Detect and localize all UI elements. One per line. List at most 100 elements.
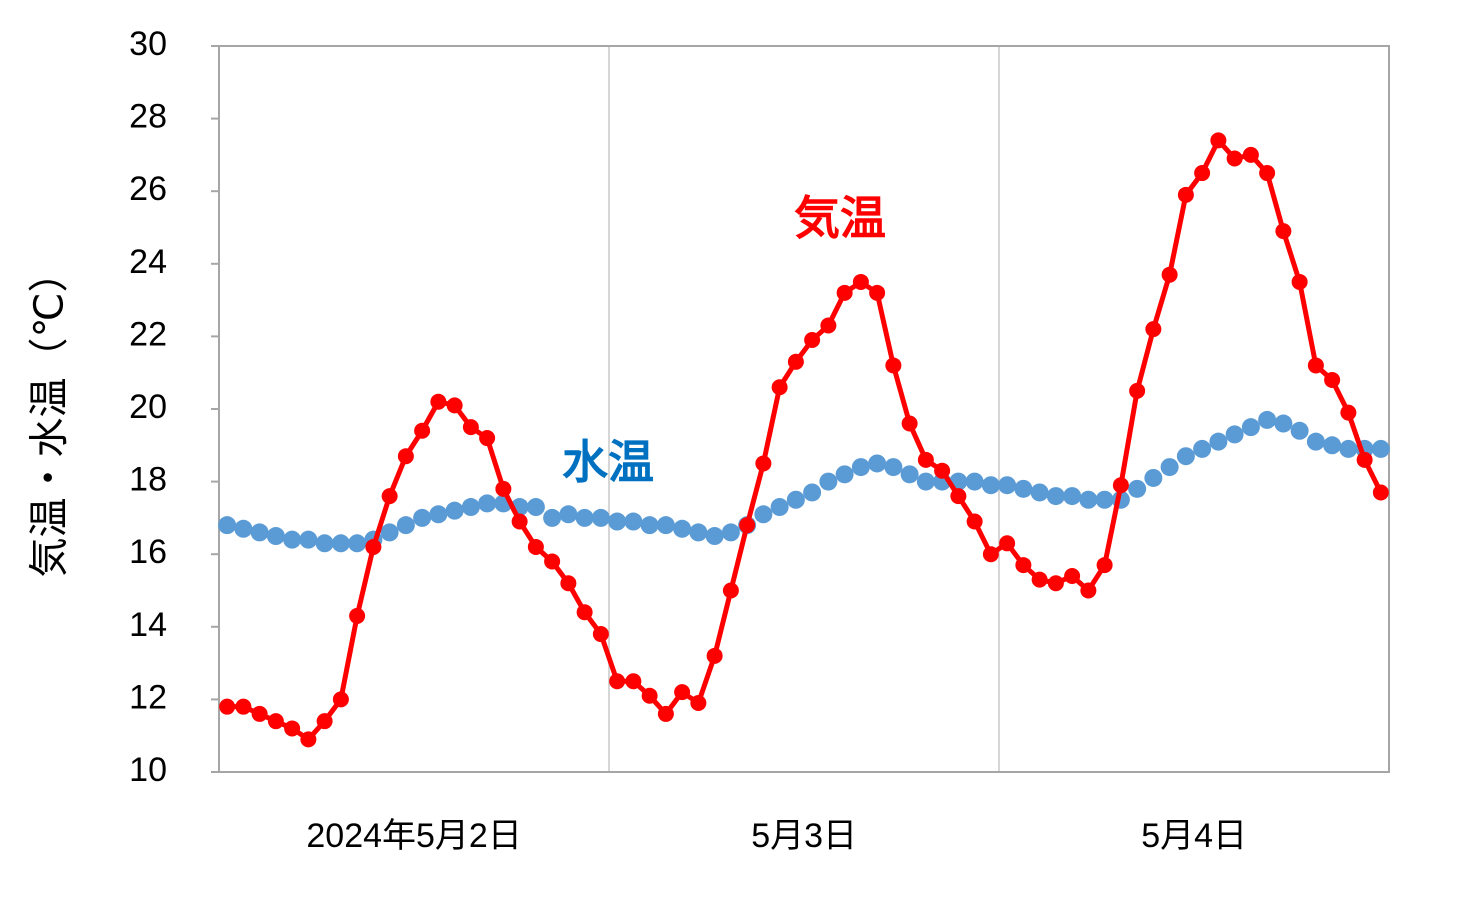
y-tick-label: 30: [129, 25, 167, 63]
data-point: [674, 684, 691, 701]
data-point: [770, 498, 789, 517]
data-point: [820, 317, 837, 334]
data-point: [1275, 223, 1292, 240]
data-point: [1047, 575, 1064, 592]
data-point: [396, 516, 415, 535]
data-point: [609, 673, 626, 690]
data-point: [901, 415, 918, 432]
data-point: [1259, 165, 1276, 182]
data-point: [934, 462, 951, 479]
y-tick-label: 24: [129, 243, 167, 281]
data-point: [852, 273, 869, 290]
data-point: [998, 476, 1017, 495]
data-point: [950, 488, 967, 505]
data-point: [251, 705, 268, 722]
data-point: [430, 393, 447, 410]
data-point: [835, 465, 854, 484]
data-point: [381, 488, 398, 505]
series-label: 水温: [562, 436, 654, 488]
y-tick-label: 26: [129, 170, 167, 208]
data-point: [1144, 468, 1163, 487]
data-point: [1176, 447, 1195, 466]
data-point: [1291, 273, 1308, 290]
data-point: [641, 687, 658, 704]
data-point: [1193, 439, 1212, 458]
data-point: [429, 505, 448, 524]
y-tick-label: 14: [129, 606, 167, 644]
data-point: [1145, 321, 1162, 338]
x-tick-label: 5月4日: [1141, 817, 1247, 855]
data-point: [250, 523, 269, 542]
data-point: [527, 538, 544, 555]
data-point: [1015, 557, 1032, 574]
data-point: [1095, 490, 1114, 509]
data-point: [299, 530, 318, 549]
data-point: [819, 472, 838, 491]
data-point: [1160, 458, 1179, 477]
data-point: [981, 476, 1000, 495]
y-tick-label: 28: [129, 98, 167, 136]
data-point: [349, 607, 366, 624]
data-point: [804, 332, 821, 349]
data-point: [917, 451, 934, 468]
data-point: [851, 458, 870, 477]
x-tick-label: 2024年5月2日: [306, 817, 521, 855]
data-point: [754, 505, 773, 524]
y-tick-label: 18: [129, 461, 167, 499]
data-point: [705, 527, 724, 546]
data-point: [511, 513, 528, 530]
data-point: [559, 505, 578, 524]
data-point: [625, 673, 642, 690]
data-point: [869, 284, 886, 301]
data-point: [234, 519, 253, 538]
data-point: [218, 516, 237, 535]
data-point: [526, 498, 545, 517]
data-point: [300, 731, 317, 748]
data-point: [462, 419, 479, 436]
data-point: [1372, 484, 1389, 501]
data-point: [267, 713, 284, 730]
data-point: [1210, 132, 1227, 149]
data-point: [1014, 479, 1033, 498]
data-point: [478, 494, 497, 513]
data-point: [1241, 418, 1260, 437]
data-point: [673, 519, 692, 538]
data-point: [461, 498, 480, 517]
data-point: [1274, 414, 1293, 433]
data-point: [331, 534, 350, 553]
data-point: [1079, 490, 1098, 509]
data-point: [966, 513, 983, 530]
data-point: [219, 698, 236, 715]
data-point: [446, 397, 463, 414]
data-point: [1356, 451, 1373, 468]
data-point: [543, 508, 562, 527]
data-point: [689, 523, 708, 542]
data-point: [1177, 186, 1194, 203]
data-point: [591, 508, 610, 527]
data-point: [624, 512, 643, 531]
series-label: 気温: [794, 192, 886, 244]
data-point: [284, 720, 301, 737]
data-point: [1080, 582, 1097, 599]
data-point: [1226, 150, 1243, 167]
data-point: [608, 512, 627, 531]
data-point: [706, 647, 723, 664]
data-point: [576, 604, 593, 621]
data-point: [592, 626, 609, 643]
y-tick-label: 22: [129, 315, 167, 353]
data-point: [1339, 439, 1358, 458]
y-tick-label: 10: [129, 751, 167, 789]
data-point: [235, 698, 252, 715]
data-point: [722, 582, 739, 599]
data-point: [575, 508, 594, 527]
data-point: [1096, 557, 1113, 574]
data-point: [1031, 571, 1048, 588]
data-point: [1063, 487, 1082, 506]
data-point: [1242, 146, 1259, 163]
data-point: [1324, 371, 1341, 388]
data-point: [1258, 410, 1277, 429]
data-point: [348, 534, 367, 553]
data-point: [786, 490, 805, 509]
data-point: [721, 523, 740, 542]
